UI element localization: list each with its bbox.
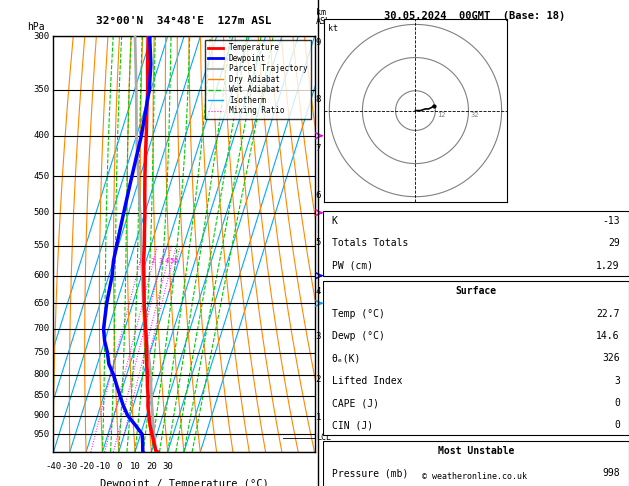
Text: 998: 998 xyxy=(602,469,620,478)
Text: 450: 450 xyxy=(33,172,50,181)
Text: Lifted Index: Lifted Index xyxy=(332,376,403,386)
Text: 0: 0 xyxy=(614,420,620,431)
Text: 1: 1 xyxy=(137,258,142,264)
Text: Temp (°C): Temp (°C) xyxy=(332,309,385,319)
Text: 3: 3 xyxy=(159,258,163,264)
Text: 950: 950 xyxy=(33,430,50,439)
Text: 700: 700 xyxy=(33,324,50,333)
Bar xyxy=(323,211,629,276)
Text: 850: 850 xyxy=(33,391,50,400)
Text: 1: 1 xyxy=(316,413,321,422)
Text: -13: -13 xyxy=(602,216,620,226)
Text: 0: 0 xyxy=(116,462,121,471)
Text: -10: -10 xyxy=(94,462,111,471)
Text: © weatheronline.co.uk: © weatheronline.co.uk xyxy=(423,472,527,481)
Text: 5: 5 xyxy=(316,238,321,247)
Text: km
ASL: km ASL xyxy=(316,8,331,26)
Text: hPa: hPa xyxy=(28,22,45,32)
Text: 22.7: 22.7 xyxy=(596,309,620,319)
Text: 500: 500 xyxy=(33,208,50,217)
Text: LCL: LCL xyxy=(316,434,331,442)
Text: -30: -30 xyxy=(62,462,78,471)
Text: 326: 326 xyxy=(602,353,620,364)
Text: 29: 29 xyxy=(608,238,620,248)
Text: 2: 2 xyxy=(316,375,321,384)
Text: -20: -20 xyxy=(78,462,94,471)
Bar xyxy=(323,281,629,435)
Text: 0: 0 xyxy=(614,398,620,408)
Text: 800: 800 xyxy=(33,370,50,380)
Text: 20: 20 xyxy=(146,462,157,471)
Text: 300: 300 xyxy=(33,32,50,41)
Text: 6: 6 xyxy=(174,258,178,264)
Bar xyxy=(323,441,629,486)
Text: Dewpoint / Temperature (°C): Dewpoint / Temperature (°C) xyxy=(99,479,269,486)
Text: 9: 9 xyxy=(316,37,321,47)
Text: Most Unstable: Most Unstable xyxy=(438,446,514,456)
Text: 750: 750 xyxy=(33,348,50,357)
Text: -40: -40 xyxy=(45,462,62,471)
Text: 2: 2 xyxy=(150,258,155,264)
Text: Pressure (mb): Pressure (mb) xyxy=(332,469,408,478)
Text: 600: 600 xyxy=(33,271,50,280)
Text: 5: 5 xyxy=(169,258,174,264)
Text: 30: 30 xyxy=(162,462,173,471)
Text: θₑ(K): θₑ(K) xyxy=(332,353,361,364)
Text: 550: 550 xyxy=(33,241,50,250)
Legend: Temperature, Dewpoint, Parcel Trajectory, Dry Adiabat, Wet Adiabat, Isotherm, Mi: Temperature, Dewpoint, Parcel Trajectory… xyxy=(204,40,311,119)
Text: Totals Totals: Totals Totals xyxy=(332,238,408,248)
Text: 30.05.2024  00GMT  (Base: 18): 30.05.2024 00GMT (Base: 18) xyxy=(384,11,565,21)
Text: 12: 12 xyxy=(437,112,445,118)
Text: 8: 8 xyxy=(316,95,321,104)
Text: 4: 4 xyxy=(316,287,321,296)
Text: 650: 650 xyxy=(33,299,50,308)
Text: CAPE (J): CAPE (J) xyxy=(332,398,379,408)
Text: 400: 400 xyxy=(33,131,50,140)
Text: Dewp (°C): Dewp (°C) xyxy=(332,331,385,341)
Text: K: K xyxy=(332,216,338,226)
Text: PW (cm): PW (cm) xyxy=(332,260,373,271)
Text: 32°00'N  34°48'E  127m ASL: 32°00'N 34°48'E 127m ASL xyxy=(96,16,272,26)
Text: 1.29: 1.29 xyxy=(596,260,620,271)
Text: 14.6: 14.6 xyxy=(596,331,620,341)
Text: 3: 3 xyxy=(614,376,620,386)
Text: 4: 4 xyxy=(165,258,169,264)
Text: kt: kt xyxy=(328,24,338,34)
Text: 7: 7 xyxy=(316,144,321,153)
Text: 32: 32 xyxy=(470,112,479,118)
Text: CIN (J): CIN (J) xyxy=(332,420,373,431)
Text: 350: 350 xyxy=(33,85,50,94)
Text: 6: 6 xyxy=(316,191,321,200)
Text: 900: 900 xyxy=(33,411,50,420)
Text: 3: 3 xyxy=(316,332,321,341)
Text: 10: 10 xyxy=(130,462,140,471)
Text: Surface: Surface xyxy=(455,286,496,296)
